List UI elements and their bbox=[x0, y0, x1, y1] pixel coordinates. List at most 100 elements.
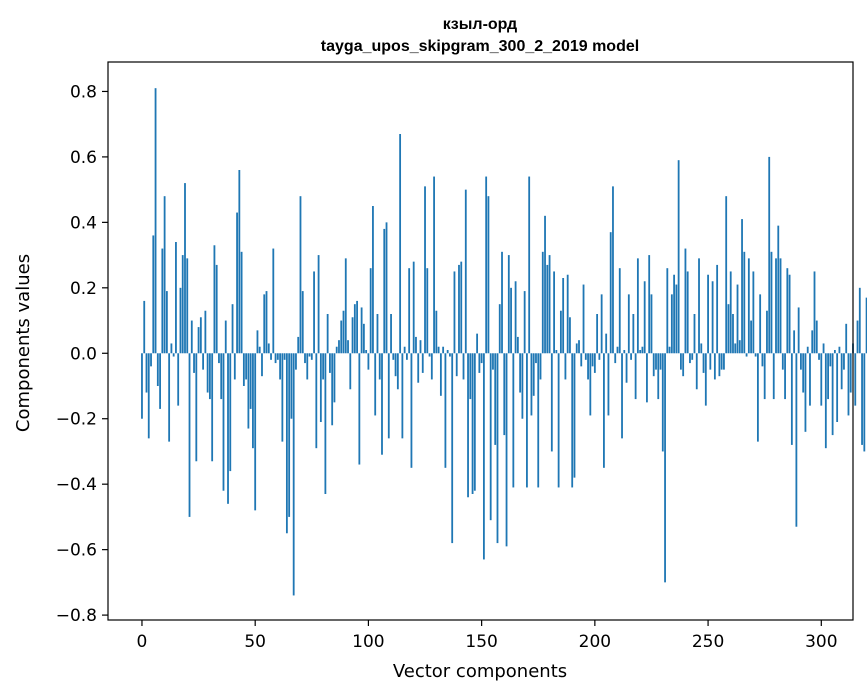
bar-45 bbox=[242, 353, 245, 386]
bar-193 bbox=[578, 340, 580, 354]
bar-230 bbox=[661, 353, 664, 452]
x-tick-label: 100 bbox=[352, 632, 384, 652]
x-tick-label: 50 bbox=[244, 632, 266, 652]
bar-271 bbox=[754, 353, 757, 357]
bar-61 bbox=[279, 353, 281, 380]
bar-89 bbox=[342, 310, 345, 354]
bar-126 bbox=[426, 268, 429, 354]
bar-88 bbox=[340, 320, 343, 354]
bar-265 bbox=[741, 219, 743, 354]
bar-111 bbox=[392, 353, 395, 360]
bar-281 bbox=[777, 225, 780, 354]
bar-11 bbox=[165, 291, 168, 354]
bar-82 bbox=[326, 314, 329, 354]
bar-231 bbox=[664, 353, 666, 583]
bar-214 bbox=[625, 353, 628, 383]
bar-249 bbox=[704, 353, 707, 406]
bar-288 bbox=[793, 330, 796, 354]
bar-63 bbox=[283, 353, 286, 360]
y-tick-label: 0.0 bbox=[70, 344, 97, 364]
bar-192 bbox=[575, 343, 578, 354]
bar-229 bbox=[659, 353, 662, 370]
bar-106 bbox=[381, 353, 383, 455]
y-tick-label: 0.6 bbox=[70, 148, 97, 168]
bar-263 bbox=[736, 284, 739, 354]
bar-90 bbox=[344, 258, 347, 354]
bar-138 bbox=[453, 271, 456, 354]
bar-0 bbox=[141, 353, 143, 419]
chart-subtitle: tayga_upos_skipgram_300_2_2019 model bbox=[321, 38, 639, 55]
y-tick-label: 0.2 bbox=[70, 279, 97, 299]
bar-123 bbox=[419, 340, 422, 354]
bar-277 bbox=[768, 156, 771, 354]
bar-209 bbox=[614, 353, 617, 364]
bar-65 bbox=[288, 353, 291, 517]
bar-298 bbox=[815, 320, 818, 354]
bar-251 bbox=[709, 353, 712, 370]
bar-127 bbox=[428, 353, 431, 357]
bar-47 bbox=[247, 353, 250, 429]
bar-211 bbox=[618, 268, 621, 354]
bar-204 bbox=[603, 353, 605, 468]
bar-151 bbox=[482, 353, 485, 560]
bar-287 bbox=[790, 353, 793, 445]
bar-221 bbox=[641, 346, 644, 354]
bar-77 bbox=[315, 353, 318, 449]
bar-140 bbox=[458, 264, 460, 354]
bar-34 bbox=[218, 353, 220, 364]
bar-264 bbox=[738, 340, 741, 354]
bar-94 bbox=[353, 304, 356, 354]
bar-239 bbox=[682, 353, 685, 377]
bar-27 bbox=[202, 353, 205, 370]
bar-185 bbox=[559, 310, 562, 354]
bar-17 bbox=[179, 287, 182, 354]
bar-161 bbox=[505, 353, 508, 547]
bar-168 bbox=[521, 353, 524, 419]
bar-286 bbox=[788, 274, 791, 354]
bar-22 bbox=[190, 320, 193, 354]
bar-156 bbox=[494, 353, 497, 445]
bar-293 bbox=[804, 353, 807, 432]
bar-198 bbox=[589, 353, 592, 416]
bar-37 bbox=[224, 320, 227, 354]
bar-289 bbox=[795, 353, 798, 527]
bar-213 bbox=[623, 350, 626, 354]
bar-105 bbox=[378, 353, 381, 380]
bar-39 bbox=[229, 353, 232, 472]
bar-44 bbox=[240, 251, 243, 354]
bar-141 bbox=[460, 261, 463, 354]
bar-86 bbox=[335, 346, 338, 354]
bar-93 bbox=[351, 317, 354, 354]
bar-294 bbox=[806, 346, 809, 354]
bar-69 bbox=[297, 336, 300, 354]
bar-130 bbox=[435, 310, 438, 354]
bar-267 bbox=[745, 353, 748, 357]
bar-75 bbox=[310, 353, 313, 360]
bar-315 bbox=[854, 353, 857, 406]
bar-96 bbox=[358, 353, 361, 465]
bar-95 bbox=[356, 300, 358, 354]
bar-223 bbox=[646, 353, 648, 403]
bar-238 bbox=[680, 353, 682, 370]
x-tick-label: 0 bbox=[137, 632, 148, 652]
bar-18 bbox=[181, 255, 184, 354]
bar-274 bbox=[761, 353, 764, 367]
bar-276 bbox=[766, 310, 768, 354]
bar-243 bbox=[691, 353, 694, 360]
bar-177 bbox=[541, 251, 544, 354]
bar-120 bbox=[412, 261, 415, 354]
bar-304 bbox=[829, 353, 832, 367]
bar-212 bbox=[621, 353, 623, 439]
bar-201 bbox=[596, 314, 599, 354]
bar-257 bbox=[723, 353, 725, 370]
bar-1 bbox=[143, 300, 146, 354]
y-tick-label: −0.2 bbox=[56, 410, 97, 430]
bar-174 bbox=[535, 353, 537, 364]
bar-134 bbox=[444, 353, 447, 468]
bar-228 bbox=[657, 353, 660, 400]
bar-137 bbox=[451, 353, 454, 544]
bar-317 bbox=[858, 287, 861, 354]
bar-248 bbox=[702, 353, 705, 373]
y-tick-label: 0.4 bbox=[70, 213, 97, 233]
bar-154 bbox=[489, 353, 492, 521]
